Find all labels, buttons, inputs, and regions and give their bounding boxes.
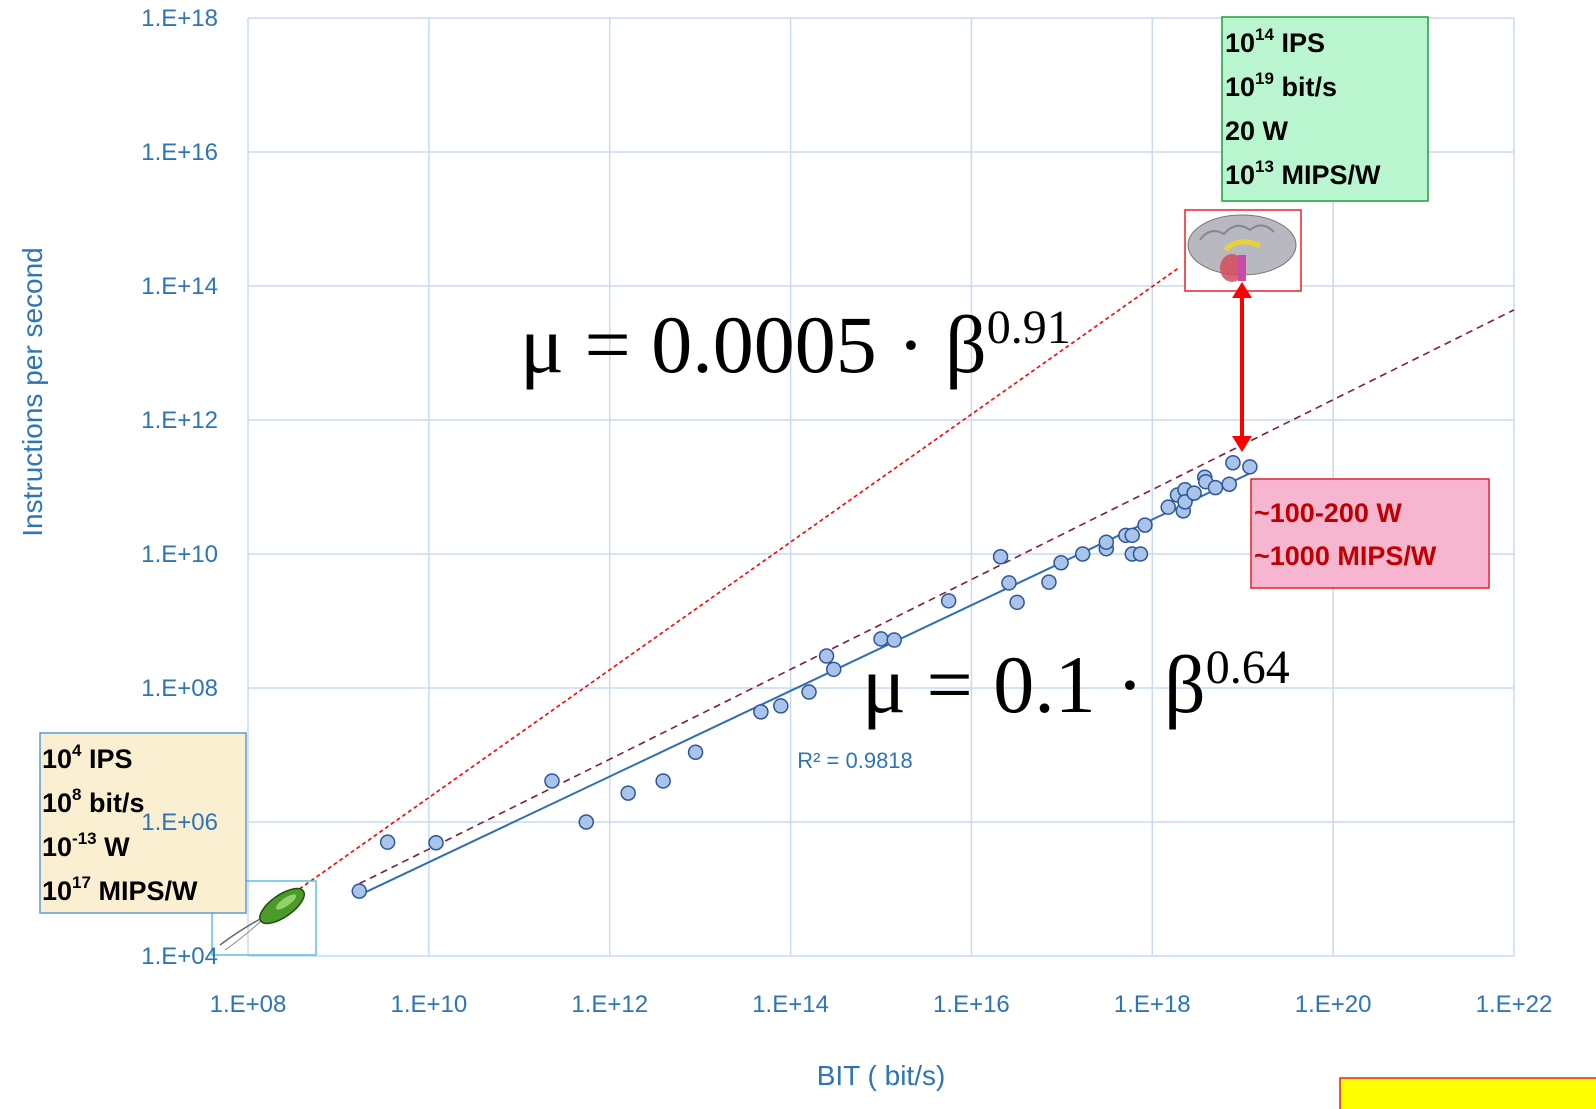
point bbox=[429, 836, 443, 850]
info-base: 10 bbox=[1225, 72, 1255, 102]
info-line: ~100-200 W bbox=[1254, 498, 1402, 528]
point bbox=[579, 815, 593, 829]
info-exponent: 8 bbox=[72, 785, 81, 804]
point bbox=[774, 699, 788, 713]
point bbox=[545, 774, 559, 788]
equation-exponent: 0.64 bbox=[1206, 641, 1290, 694]
x-tick-label: 1.E+14 bbox=[752, 991, 829, 1018]
y-tick-label: 1.E+14 bbox=[141, 273, 218, 300]
info-exponent: 17 bbox=[72, 873, 91, 892]
point bbox=[802, 685, 816, 699]
point bbox=[1099, 535, 1113, 549]
info-exponent: 14 bbox=[1255, 25, 1274, 44]
info-text: MIPS/W bbox=[1274, 160, 1381, 190]
point bbox=[820, 649, 834, 663]
info-line: 108 bit/s bbox=[42, 785, 145, 818]
info-base: 10 bbox=[42, 788, 72, 818]
x-tick-label: 1.E+22 bbox=[1476, 991, 1553, 1018]
info-text: IPS bbox=[82, 744, 133, 774]
y-tick-label: 1.E+08 bbox=[141, 675, 218, 702]
y-tick-label: 1.E+04 bbox=[141, 943, 218, 970]
info-base: 10 bbox=[1225, 160, 1255, 190]
r-squared: R² = 0.9818 bbox=[797, 748, 913, 773]
info-line: 1013 MIPS/W bbox=[1225, 157, 1381, 190]
info-line: 104 IPS bbox=[42, 741, 133, 774]
info-text: ~1000 MIPS/W bbox=[1254, 541, 1437, 571]
info-text: IPS bbox=[1274, 28, 1325, 58]
info-text: ~100-200 W bbox=[1254, 498, 1402, 528]
x-tick-label: 1.E+10 bbox=[390, 991, 467, 1018]
x-tick-label: 1.E+18 bbox=[1114, 991, 1191, 1018]
point bbox=[1222, 477, 1236, 491]
point bbox=[827, 662, 841, 676]
info-text: bit/s bbox=[1274, 72, 1337, 102]
corner-note bbox=[1340, 1078, 1596, 1109]
point bbox=[1138, 518, 1152, 532]
x-axis-title: BIT ( bit/s) bbox=[817, 1060, 946, 1091]
x-tick-label: 1.E+16 bbox=[933, 991, 1010, 1018]
brain-image bbox=[1185, 210, 1301, 291]
point bbox=[1161, 500, 1175, 514]
equation-exponent: 0.91 bbox=[987, 301, 1071, 354]
info-text: MIPS/W bbox=[91, 876, 198, 906]
point bbox=[689, 745, 703, 759]
info-text: W bbox=[97, 832, 131, 862]
equation-body: μ = 0.1 · β bbox=[862, 639, 1206, 730]
info-base: 10 bbox=[42, 876, 72, 906]
info-exponent: 19 bbox=[1255, 69, 1274, 88]
x-tick-label: 1.E+20 bbox=[1295, 991, 1372, 1018]
info-base: 10 bbox=[1225, 28, 1255, 58]
info-line: ~1000 MIPS/W bbox=[1254, 541, 1437, 571]
y-tick-label: 1.E+10 bbox=[141, 541, 218, 568]
point bbox=[1010, 595, 1024, 609]
info-base: 10 bbox=[42, 832, 72, 862]
info-box bbox=[1251, 479, 1489, 588]
info-line: 1019 bit/s bbox=[1225, 69, 1337, 102]
info-text: 20 W bbox=[1225, 116, 1289, 146]
y-tick-label: 1.E+16 bbox=[141, 139, 218, 166]
y-tick-label: 1.E+18 bbox=[141, 5, 218, 32]
point bbox=[1243, 460, 1257, 474]
point bbox=[1054, 556, 1068, 570]
info-line: 1017 MIPS/W bbox=[42, 873, 198, 906]
point bbox=[1133, 547, 1147, 561]
point bbox=[1002, 576, 1016, 590]
x-tick-label: 1.E+12 bbox=[571, 991, 648, 1018]
point bbox=[1125, 528, 1139, 542]
point bbox=[1076, 547, 1090, 561]
point bbox=[1226, 456, 1240, 470]
point bbox=[381, 835, 395, 849]
point bbox=[754, 705, 768, 719]
info-exponent: -13 bbox=[72, 829, 97, 848]
y-tick-label: 1.E+06 bbox=[141, 809, 218, 836]
equation-body: μ = 0.0005 · β bbox=[520, 299, 987, 390]
info-base: 10 bbox=[42, 744, 72, 774]
point bbox=[352, 884, 366, 898]
info-line: 1014 IPS bbox=[1225, 25, 1325, 58]
point bbox=[1187, 486, 1201, 500]
y-axis-title: Instructions per second bbox=[17, 247, 48, 537]
info-exponent: 13 bbox=[1255, 157, 1274, 176]
info-line: 20 W bbox=[1225, 116, 1289, 146]
point bbox=[656, 774, 670, 788]
point bbox=[942, 594, 956, 608]
point bbox=[1208, 481, 1222, 495]
y-tick-label: 1.E+12 bbox=[141, 407, 218, 434]
x-tick-label: 1.E+08 bbox=[210, 991, 287, 1018]
info-text: bit/s bbox=[82, 788, 145, 818]
point bbox=[621, 786, 635, 800]
point bbox=[994, 550, 1008, 564]
point bbox=[1042, 575, 1056, 589]
chart: BIT ( bit/s) Instructions per second R² … bbox=[0, 0, 1596, 1109]
